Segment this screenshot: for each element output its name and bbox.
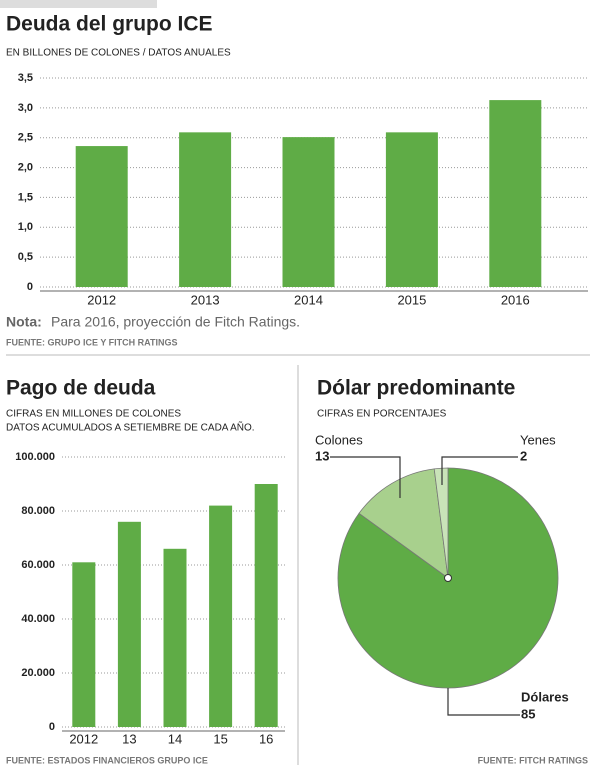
pie-slice bbox=[358, 468, 449, 579]
y-tick-label: 20.000 bbox=[21, 667, 55, 679]
bar bbox=[254, 484, 278, 727]
bar bbox=[75, 146, 128, 287]
x-tick-label: 2012 bbox=[87, 292, 116, 307]
slice-value: 13 bbox=[315, 448, 329, 463]
source: FUENTE: ESTADOS FINANCIEROS GRUPO ICE bbox=[6, 755, 208, 765]
x-tick-label: 2013 bbox=[191, 292, 220, 307]
chart-title: Deuda del grupo ICE bbox=[6, 13, 213, 36]
chart-subtitle: DATOS ACUMULADOS A SETIEMBRE DE CADA AÑO… bbox=[6, 421, 255, 434]
bar bbox=[163, 548, 187, 727]
slice-name: Yenes bbox=[520, 432, 556, 447]
bar bbox=[209, 505, 233, 727]
top-bar bbox=[0, 0, 157, 8]
y-tick-label: 3,5 bbox=[18, 72, 33, 84]
y-tick-label: 100.000 bbox=[15, 451, 55, 463]
x-tick-label: 13 bbox=[122, 731, 136, 746]
slice-value: 85 bbox=[521, 706, 535, 721]
slice-name: Dólares bbox=[521, 689, 569, 704]
y-tick-label: 0 bbox=[27, 281, 33, 293]
slice-value: 2 bbox=[520, 448, 527, 463]
leader-line bbox=[330, 456, 401, 498]
x-tick-label: 2016 bbox=[501, 292, 530, 307]
y-tick-label: 3,0 bbox=[18, 102, 33, 114]
leader-line bbox=[441, 456, 518, 485]
bar bbox=[179, 132, 232, 287]
source: FUENTE: GRUPO ICE Y FITCH RATINGS bbox=[6, 337, 178, 347]
center-dot bbox=[444, 574, 452, 582]
note: Para 2016, proyección de Fitch Ratings. bbox=[51, 314, 300, 330]
bar bbox=[72, 562, 96, 727]
chart-title: Dólar predominante bbox=[317, 377, 515, 400]
y-tick-label: 2,5 bbox=[18, 132, 33, 144]
y-tick-label: 40.000 bbox=[21, 613, 55, 625]
pie-slice bbox=[433, 467, 449, 579]
bar bbox=[117, 521, 141, 727]
leader-line bbox=[447, 688, 520, 716]
y-tick-label: 1,5 bbox=[18, 191, 33, 203]
chart-title: Pago de deuda bbox=[6, 377, 156, 400]
y-tick-label: 1,0 bbox=[18, 221, 33, 233]
y-tick-label: 60.000 bbox=[21, 559, 55, 571]
chart-subtitle: EN BILLONES DE COLONES / DATOS ANUALES bbox=[6, 48, 231, 59]
chart-subtitle: CIFRAS EN MILLONES DE COLONES bbox=[6, 409, 181, 420]
bar bbox=[489, 100, 542, 287]
bar bbox=[282, 137, 335, 287]
x-tick-label: 15 bbox=[213, 731, 227, 746]
chart-subtitle: CIFRAS EN PORCENTAJES bbox=[317, 409, 447, 420]
note-label: Nota: bbox=[6, 314, 42, 330]
y-tick-label: 2,0 bbox=[18, 161, 33, 173]
x-tick-label: 16 bbox=[259, 731, 273, 746]
y-tick-label: 0,5 bbox=[18, 251, 33, 263]
y-tick-label: 0 bbox=[49, 721, 55, 733]
x-tick-label: 2015 bbox=[397, 292, 426, 307]
x-tick-label: 2014 bbox=[294, 292, 323, 307]
x-tick-label: 2012 bbox=[69, 731, 98, 746]
source: FUENTE: FITCH RATINGS bbox=[478, 755, 588, 765]
x-tick-label: 14 bbox=[168, 731, 182, 746]
y-tick-label: 80.000 bbox=[21, 505, 55, 517]
bar bbox=[385, 132, 438, 287]
slice-name: Colones bbox=[315, 432, 363, 447]
